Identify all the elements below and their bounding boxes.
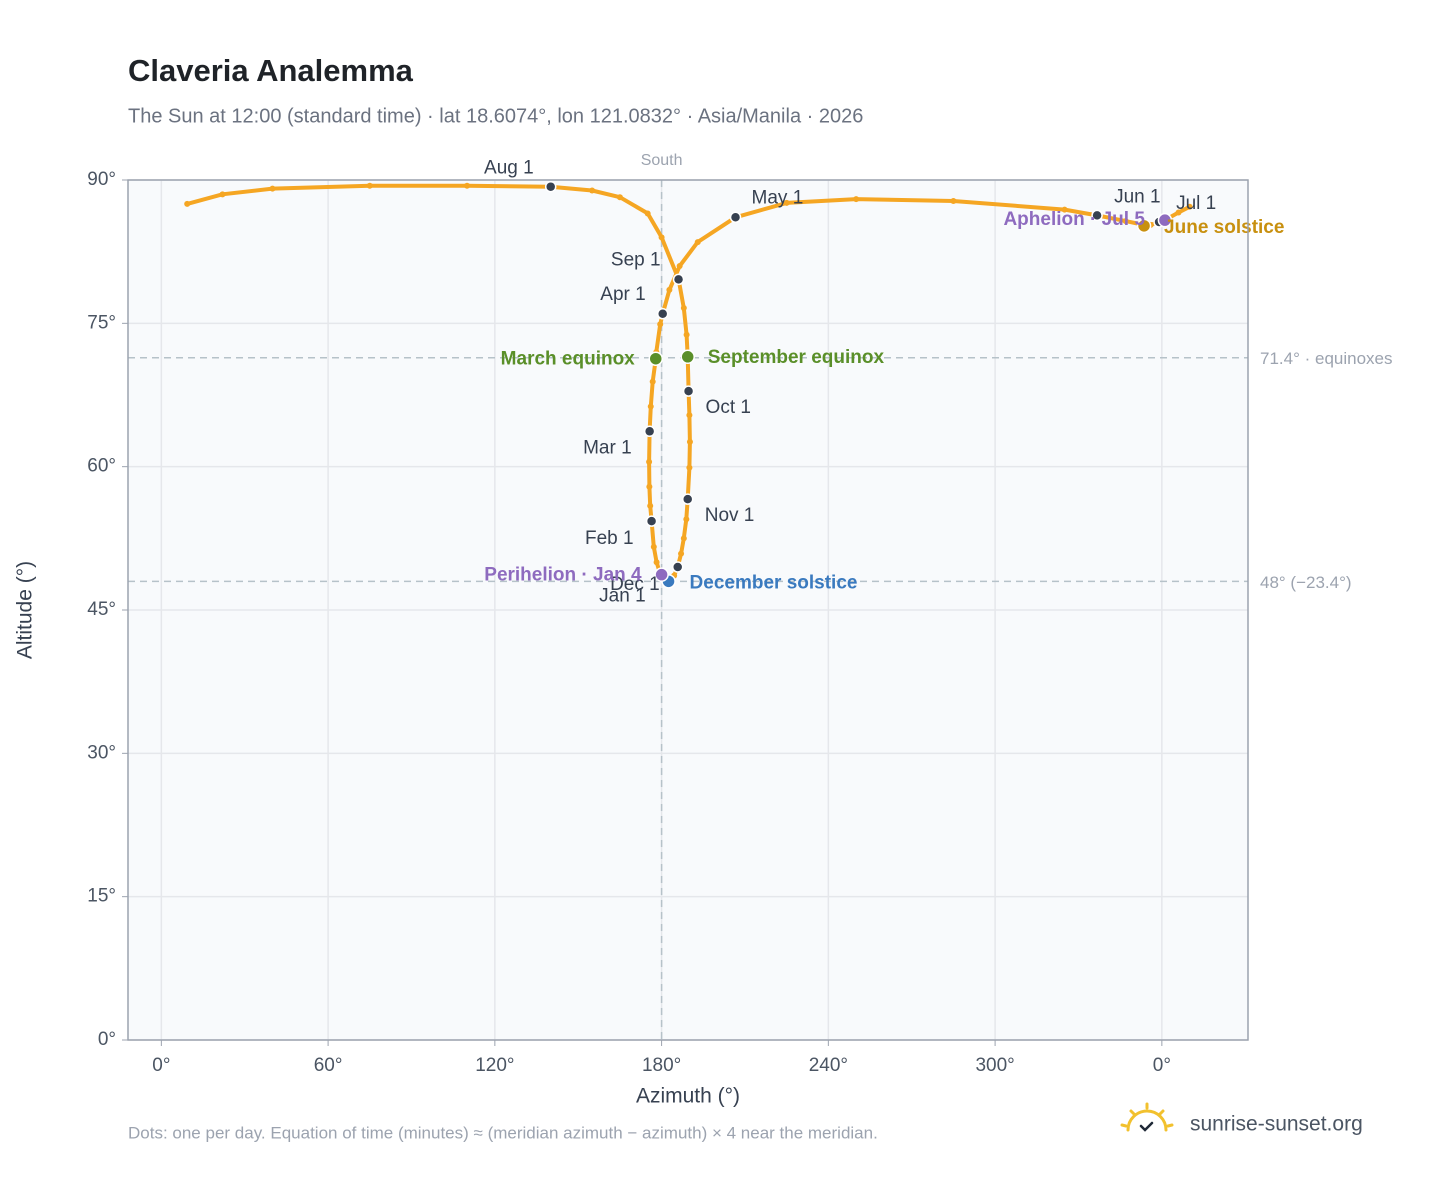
date-label: Dec 1 [610,574,660,595]
y-tick-label: 90° [87,169,116,190]
daily-dot [269,185,276,192]
y-axis-label: Altitude (°) [14,561,37,659]
reference-label: 48° (−23.4°) [1260,573,1352,592]
event-label: March equinox [501,349,636,370]
daily-dot [680,535,687,542]
y-tick-label: 60° [87,456,116,477]
daily-dot [1122,218,1129,225]
marker [729,211,742,224]
daily-dot [686,464,693,471]
daily-dot [616,194,623,201]
daily-dot [647,502,654,509]
marker [1136,218,1152,234]
marker [671,561,684,573]
daily-dot [184,200,191,207]
x-axis-label: Azimuth (°) [636,1085,740,1108]
marker [648,351,664,366]
daily-dot [783,199,790,206]
chart-subtitle: The Sun at 12:00 (standard time) · lat 1… [128,105,863,127]
daily-dot [686,438,693,445]
date-label: Mar 1 [583,437,632,458]
brand-name: sunrise-sunset.org [1190,1113,1363,1136]
date-label: Sep 1 [611,249,661,270]
daily-dot [653,559,660,566]
daily-dot [646,483,653,490]
daily-dot [366,182,373,189]
date-label: May 1 [752,187,804,208]
event-label: Aphelion · Jul 5 [1003,209,1145,230]
chart-title: Claveria Analemma [128,53,414,88]
daily-dot [464,182,471,189]
marker [681,493,694,505]
daily-dot [666,286,673,293]
marker [645,515,658,527]
daily-dot [1061,206,1068,213]
daily-dot [658,234,665,241]
daily-dot [678,550,685,557]
date-label: Feb 1 [585,528,634,549]
marker [643,425,656,438]
marker [680,349,695,365]
x-tick-label: 120° [475,1055,514,1076]
marker [654,567,669,582]
event-label: December solstice [690,572,858,593]
daily-dot [589,187,596,194]
daily-dot [646,458,653,465]
daily-dot [676,263,683,269]
daily-dot [1175,209,1182,216]
marker [1157,212,1173,228]
y-tick-label: 30° [87,742,116,763]
footnote: Dots: one per day. Equation of time (min… [128,1123,878,1142]
x-tick-label: 0° [152,1055,170,1076]
x-tick-label: 60° [314,1055,343,1076]
date-label: Jul 1 [1176,193,1216,214]
x-tick-label: 300° [975,1055,1014,1076]
date-label: Oct 1 [706,397,751,418]
daily-dot [853,196,860,203]
daily-dot [649,378,656,385]
daily-dot [683,331,690,338]
x-tick-label: 240° [809,1055,848,1076]
daily-dot [680,305,687,312]
daily-dot [219,191,226,198]
marker [656,308,669,320]
x-tick-label: 0° [1153,1055,1171,1076]
marker [682,385,695,397]
y-tick-label: 0° [98,1029,116,1050]
y-tick-label: 45° [87,599,116,620]
daily-dot [650,543,657,550]
event-label: June solstice [1164,217,1284,238]
y-tick-label: 15° [87,886,116,907]
daily-dot [950,198,957,205]
date-label: Jun 1 [1114,186,1160,207]
marker [1091,209,1103,222]
marker [672,273,685,286]
daily-dot [686,412,693,419]
daily-dot [683,516,690,523]
date-label: Nov 1 [705,505,755,526]
daily-dot [694,239,701,246]
event-label: September equinox [708,347,885,368]
date-label: Jan 1 [599,585,645,606]
y-tick-label: 75° [87,312,116,333]
marker [544,180,557,193]
reference-label: South [641,152,683,169]
date-label: Aug 1 [484,158,534,179]
daily-dot [644,210,651,217]
daily-dot [657,321,664,328]
daily-dot [1186,203,1193,210]
brand-logo [1120,1102,1174,1132]
event-label: Perihelion · Jan 4 [484,565,642,586]
reference-label: 71.4° · equinoxes [1260,349,1393,368]
x-tick-label: 180° [642,1055,681,1076]
daily-dot [647,403,654,410]
date-label: Apr 1 [600,284,645,305]
